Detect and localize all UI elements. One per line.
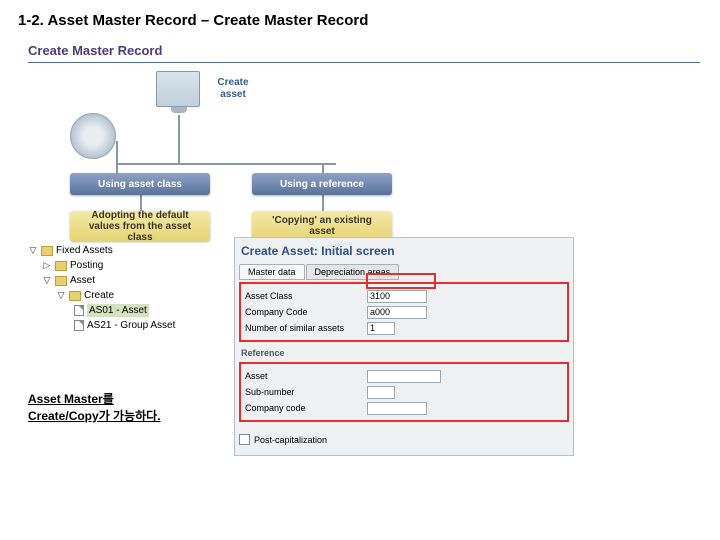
label-ref-asset: Asset (245, 371, 363, 381)
reference-heading: Reference (239, 342, 569, 360)
folder-icon (69, 291, 81, 301)
label-post-capitalization: Post-capitalization (254, 435, 327, 445)
field-ref-company-code: Company code (245, 400, 563, 416)
field-num-assets: Number of similar assets 1 (245, 320, 563, 336)
tree-leaf-as01[interactable]: AS01 - Asset (28, 303, 228, 318)
field-company-code: Company Code a000 (245, 304, 563, 320)
input-ref-company-code[interactable] (367, 402, 427, 415)
box-using-asset-class: Using asset class (70, 173, 210, 195)
label-ref-subnumber: Sub-number (245, 387, 363, 397)
highlight-asset-fields: Asset Class 3100 Company Code a000 Numbe… (239, 282, 569, 342)
expand-icon[interactable]: ▽ (42, 275, 52, 286)
tree-node-fixed-assets[interactable]: ▽ Fixed Assets (28, 243, 228, 258)
tree-label: Fixed Assets (56, 245, 113, 256)
field-ref-subnumber: Sub-number (245, 384, 563, 400)
checkbox-post-capitalization[interactable] (239, 434, 250, 445)
connector-line (322, 163, 324, 173)
input-num-assets[interactable]: 1 (367, 322, 395, 335)
input-asset-class[interactable]: 3100 (367, 290, 427, 303)
connector-line (116, 141, 118, 173)
folder-icon (41, 246, 53, 256)
nav-tree: ▽ Fixed Assets ▷ Posting ▽ Asset ▽ Create AS… (28, 243, 228, 333)
tree-label: Asset (70, 275, 95, 286)
tree-label: Create (84, 290, 114, 301)
bottom-note: Asset Master를 Create/Copy가 가능하다. (28, 391, 161, 425)
expand-icon[interactable]: ▷ (42, 260, 52, 271)
folder-icon (55, 276, 67, 286)
field-post-capitalization: Post-capitalization (239, 422, 569, 445)
gear-icon (70, 113, 116, 159)
tree-label: Posting (70, 260, 103, 271)
note-line-2: Create/Copy가 가능하다. (28, 408, 161, 425)
expand-icon[interactable]: ▽ (28, 245, 38, 256)
tree-label: AS01 - Asset (87, 304, 149, 317)
label-company-code: Company Code (245, 307, 363, 317)
tree-node-posting[interactable]: ▷ Posting (28, 258, 228, 273)
label-num-assets: Number of similar assets (245, 323, 363, 333)
box-adopting-defaults: Adopting the default values from the ass… (70, 211, 210, 241)
connector-line (116, 163, 336, 165)
highlight-reference-fields: Asset Sub-number Company code (239, 362, 569, 422)
note-line-1: Asset Master를 (28, 391, 161, 408)
sap-panel: Create Asset: Initial screen Master data… (234, 237, 574, 456)
tree-node-asset[interactable]: ▽ Asset (28, 273, 228, 288)
section-underline (28, 62, 700, 63)
flowchart-area: Create asset Using asset class Using a r… (28, 71, 720, 241)
create-asset-label: Create asset (206, 77, 260, 101)
document-icon (74, 305, 84, 316)
label-asset-class: Asset Class (245, 291, 363, 301)
tree-node-create[interactable]: ▽ Create (28, 288, 228, 303)
sap-screen-title: Create Asset: Initial screen (239, 242, 569, 264)
expand-icon[interactable]: ▽ (56, 290, 66, 301)
field-ref-asset: Asset (245, 368, 563, 384)
tree-label: AS21 - Group Asset (87, 320, 175, 331)
connector-line (178, 115, 180, 163)
folder-icon (55, 261, 67, 271)
monitor-icon (156, 71, 200, 107)
input-company-code[interactable]: a000 (367, 306, 427, 319)
connector-line (322, 195, 324, 211)
input-ref-asset[interactable] (367, 370, 441, 383)
tab-master-data[interactable]: Master data (239, 264, 305, 280)
tree-leaf-as21[interactable]: AS21 - Group Asset (28, 318, 228, 333)
document-icon (74, 320, 84, 331)
slide-title: 1-2. Asset Master Record – Create Master… (0, 0, 720, 29)
label-ref-company-code: Company code (245, 403, 363, 413)
highlight-asset-class-value (366, 273, 436, 289)
field-asset-class: Asset Class 3100 (245, 288, 563, 304)
input-ref-subnumber[interactable] (367, 386, 395, 399)
section-heading: Create Master Record (0, 29, 720, 62)
box-using-reference: Using a reference (252, 173, 392, 195)
